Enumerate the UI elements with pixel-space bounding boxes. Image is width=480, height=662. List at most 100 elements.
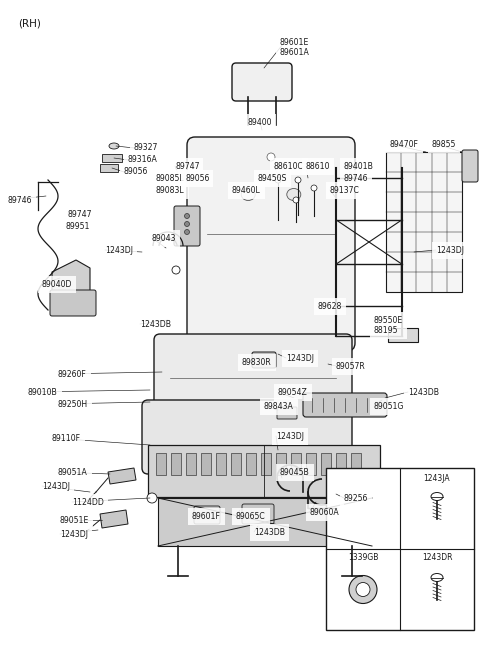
Text: 1243DJ: 1243DJ (105, 246, 133, 255)
Bar (158, 498, 372, 546)
Ellipse shape (241, 189, 255, 201)
Ellipse shape (431, 493, 443, 500)
FancyBboxPatch shape (232, 63, 292, 101)
Circle shape (172, 266, 180, 274)
Text: 1243DJ: 1243DJ (276, 432, 304, 441)
Bar (186, 453, 196, 475)
Text: 89628: 89628 (318, 302, 342, 311)
Text: 89470F: 89470F (390, 140, 419, 149)
FancyBboxPatch shape (242, 504, 274, 524)
Text: 89040D: 89040D (42, 280, 72, 289)
Text: 1243DB: 1243DB (140, 320, 171, 329)
Bar (201, 453, 211, 475)
FancyBboxPatch shape (154, 334, 352, 410)
FancyBboxPatch shape (303, 393, 387, 417)
Text: 89051G: 89051G (374, 402, 404, 411)
FancyBboxPatch shape (277, 407, 297, 419)
Polygon shape (102, 154, 122, 162)
Bar (336, 453, 346, 475)
Bar (148, 445, 380, 497)
Text: 89746: 89746 (344, 174, 369, 183)
Text: 89110F: 89110F (52, 434, 81, 443)
Circle shape (295, 177, 301, 183)
Text: 1243DJ: 1243DJ (60, 530, 88, 539)
FancyBboxPatch shape (187, 137, 355, 351)
Text: 89056: 89056 (185, 174, 209, 183)
Text: 89057R: 89057R (336, 362, 366, 371)
Circle shape (275, 177, 281, 183)
Polygon shape (100, 510, 128, 528)
Text: 89043: 89043 (152, 234, 177, 243)
Text: 89400: 89400 (248, 118, 273, 127)
Bar (246, 453, 256, 475)
Text: 89056: 89056 (124, 167, 148, 176)
Text: 89601F: 89601F (192, 512, 221, 521)
Circle shape (311, 185, 317, 191)
Text: 89746: 89746 (8, 196, 33, 205)
Polygon shape (108, 468, 136, 484)
Text: 1124DD: 1124DD (72, 498, 104, 507)
Circle shape (147, 493, 157, 503)
Text: 89054Z: 89054Z (278, 388, 308, 397)
Bar (326, 468, 474, 630)
FancyBboxPatch shape (142, 400, 352, 474)
Circle shape (184, 230, 190, 234)
Text: 89051E: 89051E (60, 516, 89, 525)
Circle shape (267, 153, 275, 161)
Text: 89316A: 89316A (128, 155, 158, 164)
Text: 89045B: 89045B (280, 468, 310, 477)
Circle shape (184, 214, 190, 218)
Text: 1243DJ: 1243DJ (42, 482, 70, 491)
Ellipse shape (287, 189, 301, 201)
Bar (171, 453, 181, 475)
Text: 89747: 89747 (175, 162, 200, 171)
Text: 89256: 89256 (344, 494, 368, 503)
Circle shape (293, 197, 299, 203)
Text: 89085L: 89085L (156, 174, 185, 183)
Bar (388, 328, 418, 342)
Bar (216, 453, 226, 475)
Text: 1243JA: 1243JA (424, 474, 450, 483)
Bar (306, 453, 316, 475)
Bar (261, 453, 271, 475)
FancyBboxPatch shape (174, 206, 200, 246)
Text: 89250H: 89250H (58, 400, 88, 409)
Polygon shape (52, 260, 90, 302)
Text: 89083L: 89083L (156, 186, 185, 195)
Text: 89855: 89855 (432, 140, 456, 149)
FancyBboxPatch shape (462, 150, 478, 182)
Bar (291, 453, 301, 475)
Text: 89137C: 89137C (330, 186, 360, 195)
FancyBboxPatch shape (194, 506, 220, 524)
Bar (351, 453, 361, 475)
Polygon shape (100, 164, 118, 172)
Bar (231, 453, 241, 475)
Circle shape (349, 575, 377, 604)
FancyBboxPatch shape (50, 290, 96, 316)
Text: 1243DJ: 1243DJ (286, 354, 314, 363)
Text: 89951: 89951 (66, 222, 91, 231)
Text: 89830R: 89830R (242, 358, 272, 367)
Text: 1243DR: 1243DR (422, 553, 452, 562)
Text: 1339GB: 1339GB (348, 553, 378, 562)
Text: 89060A: 89060A (310, 508, 340, 517)
Text: 89550E
88195: 89550E 88195 (374, 316, 403, 336)
FancyBboxPatch shape (252, 352, 276, 368)
Text: 89401B: 89401B (344, 162, 374, 171)
Text: 89460L: 89460L (232, 186, 261, 195)
Text: 89843A: 89843A (264, 402, 294, 411)
Text: 1243DB: 1243DB (254, 528, 285, 537)
Text: 89051A: 89051A (58, 468, 88, 477)
Ellipse shape (109, 143, 119, 149)
Ellipse shape (431, 573, 443, 581)
Bar (321, 453, 331, 475)
Circle shape (356, 583, 370, 596)
Text: 88610: 88610 (306, 162, 331, 171)
Text: (RH): (RH) (18, 18, 41, 28)
Text: 1243DJ: 1243DJ (436, 246, 464, 255)
Text: 88610C: 88610C (274, 162, 304, 171)
Circle shape (184, 222, 190, 226)
Text: 89747: 89747 (68, 210, 93, 219)
Text: 89260F: 89260F (58, 370, 87, 379)
Text: 89010B: 89010B (28, 388, 58, 397)
